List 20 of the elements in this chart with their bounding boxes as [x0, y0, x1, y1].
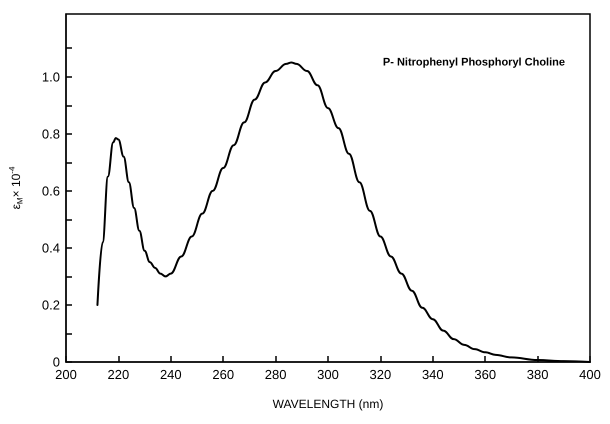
y-tick-label: 0.8 — [42, 126, 60, 142]
x-axis-title: WAVELENGTH (nm) — [272, 397, 384, 411]
x-tick-label: 240 — [160, 367, 182, 382]
x-tick-label: 300 — [317, 367, 339, 382]
x-tick-label: 320 — [370, 367, 392, 382]
x-tick-label: 340 — [422, 367, 444, 382]
x-tick-label: 200 — [55, 367, 77, 382]
x-tick-label: 220 — [108, 367, 130, 382]
x-tick-label: 360 — [474, 367, 496, 382]
x-tick-label: 280 — [264, 367, 286, 382]
y-tick-label: 0.4 — [42, 240, 60, 256]
x-tick-label: 400 — [579, 367, 601, 382]
y-tick-label: 0.6 — [42, 183, 60, 198]
y-tick-label: 0.2 — [42, 297, 60, 312]
y-axis-title: εM× 10-4 — [8, 166, 24, 210]
x-tick-label: 380 — [526, 367, 548, 382]
y-tick-label: 1.0 — [42, 69, 60, 84]
x-tick-label: 260 — [212, 367, 234, 382]
annotation: P- Nitrophenyl Phosphoryl Choline — [382, 56, 566, 68]
y-tick-label: 0 — [52, 354, 60, 370]
